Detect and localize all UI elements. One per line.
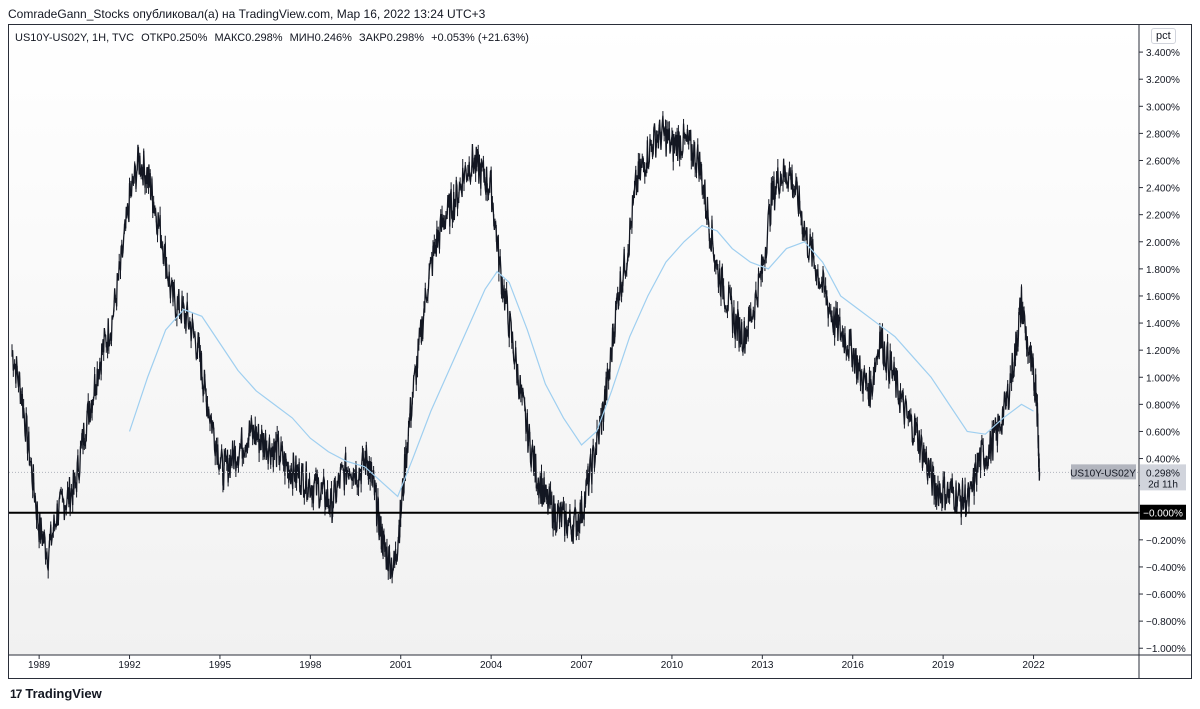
tradingview-logo-icon: 17: [10, 687, 22, 701]
symbol-info[interactable]: US10Y-US02Y, 1H, TVC: [15, 32, 135, 44]
publisher-caption: ComradeGann_Stocks опубликовал(а) на Tra…: [8, 7, 486, 21]
close-label: ЗАКР0.298%: [359, 32, 425, 44]
open-label: ОТКР0.250%: [141, 32, 208, 44]
chart-frame: [8, 24, 1192, 679]
tradingview-logo-text: TradingView: [25, 686, 102, 701]
high-label: МАКС0.298%: [214, 32, 283, 44]
change-value: +0.053% (+21.63%): [431, 32, 529, 44]
moving-average-line: [128, 224, 1034, 498]
price-line: [11, 115, 1041, 580]
tradingview-logo[interactable]: 17 TradingView: [10, 686, 102, 701]
price-chart[interactable]: [9, 25, 1139, 655]
plot-area[interactable]: [9, 25, 1139, 655]
low-label: МИН0.246%: [289, 32, 352, 44]
ohlc-legend: US10Y-US02Y, 1H, TVC ОТКР0.250% МАКС0.29…: [15, 32, 533, 44]
scale-mode-button[interactable]: pct: [1151, 28, 1176, 44]
